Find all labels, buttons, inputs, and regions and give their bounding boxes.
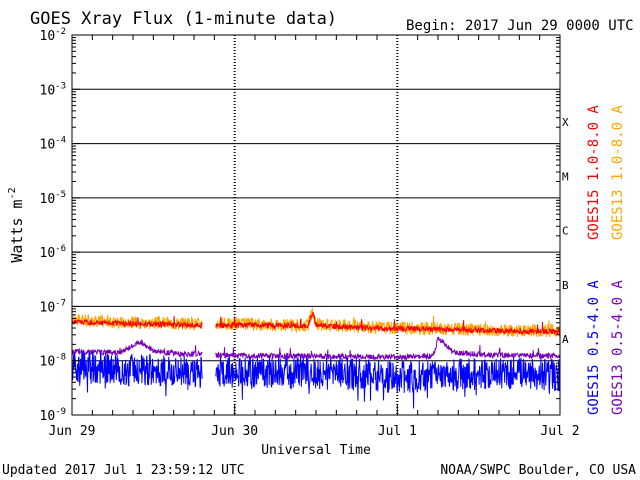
begin-label: Begin: 2017 Jun 29 0000 UTC xyxy=(406,18,634,34)
y-tick-exp: -3 xyxy=(55,81,66,91)
x-tick-labels: Jun 29 Jun 30 Jul 1 Jul 2 xyxy=(49,424,580,439)
y-tick-exp: -8 xyxy=(55,353,66,363)
legend-entry: GOES13 0.5-4.0 A xyxy=(610,280,626,415)
x-tick-label: Jun 29 xyxy=(49,424,96,439)
y-tick-label: 10-5 xyxy=(40,190,67,207)
legend-entry: GOES13 1.0-8.0 A xyxy=(610,105,626,240)
y-tick-base: 10 xyxy=(40,138,56,153)
legend: GOES15 1.0-8.0 A GOES13 1.0-8.0 A GOES15 0… xyxy=(586,105,626,415)
y-tick-base: 10 xyxy=(40,29,56,44)
y-tick-base: 10 xyxy=(40,83,56,98)
y-tick-label: 10-6 xyxy=(40,244,67,261)
y-tick-exp: -9 xyxy=(55,407,66,417)
y-axis-label-text: Watts m xyxy=(8,199,26,262)
y-tick-label: 10-2 xyxy=(40,27,67,44)
y-tick-exp: -4 xyxy=(55,136,66,146)
y-tick-label: 10-7 xyxy=(40,298,67,315)
y-tick-label: 10-8 xyxy=(40,353,67,370)
series-line-3 xyxy=(71,336,561,361)
x-tick-label: Jul 2 xyxy=(540,424,579,439)
y-tick-base: 10 xyxy=(40,355,56,370)
y-tick-base: 10 xyxy=(40,246,56,261)
chart-title: GOES Xray Flux (1-minute data) xyxy=(30,9,337,29)
y-tick-exp: -6 xyxy=(55,244,66,254)
y-tick-exp: -2 xyxy=(55,27,66,37)
flare-class-label: B xyxy=(562,279,569,292)
flare-class-label: X xyxy=(562,116,569,129)
y-tick-base: 10 xyxy=(40,192,56,207)
y-tick-label: 10-3 xyxy=(40,81,67,98)
legend-entry: GOES15 0.5-4.0 A xyxy=(586,280,602,415)
flare-class-labels: A B C M X xyxy=(562,116,569,346)
y-tick-base: 10 xyxy=(40,300,56,315)
series-layer xyxy=(71,307,561,409)
x-tick-label: Jun 30 xyxy=(211,424,258,439)
y-tick-labels: 10-910-810-710-610-510-410-310-2 xyxy=(40,27,67,424)
y-axis-label-exp: -2 xyxy=(7,187,18,199)
y-tick-exp: -7 xyxy=(55,298,66,308)
y-tick-label: 10-4 xyxy=(40,136,67,153)
y-axis-label: Watts m-2 xyxy=(7,187,26,262)
x-axis-label: Universal Time xyxy=(261,443,371,458)
series-line-0 xyxy=(71,311,561,336)
legend-entry: GOES15 1.0-8.0 A xyxy=(586,105,602,240)
x-tick-label: Jul 1 xyxy=(378,424,417,439)
footer-updated: Updated 2017 Jul 1 23:59:12 UTC xyxy=(2,463,245,478)
series-line-2 xyxy=(71,351,561,409)
y-tick-exp: -5 xyxy=(55,190,66,200)
grid xyxy=(72,35,560,415)
flare-class-label: A xyxy=(562,333,569,346)
axis-ticks xyxy=(71,34,561,416)
flare-class-label: C xyxy=(562,225,569,238)
flare-class-label: M xyxy=(562,170,569,183)
footer-credit: NOAA/SWPC Boulder, CO USA xyxy=(440,463,636,478)
y-tick-label: 10-9 xyxy=(40,407,67,424)
y-tick-base: 10 xyxy=(40,409,56,424)
